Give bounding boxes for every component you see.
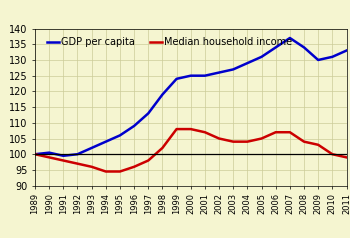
Median household income <box>75 162 79 165</box>
GDP per capita <box>90 147 94 149</box>
Median household income <box>90 165 94 168</box>
GDP per capita <box>175 77 179 80</box>
Median household income <box>245 140 250 143</box>
Median household income <box>231 140 235 143</box>
Median household income <box>203 131 207 134</box>
GDP per capita <box>288 37 292 40</box>
GDP per capita <box>259 55 264 58</box>
GDP per capita <box>231 68 235 71</box>
GDP per capita <box>316 59 320 61</box>
GDP per capita <box>104 140 108 143</box>
GDP per capita <box>118 134 122 137</box>
GDP per capita <box>33 153 37 156</box>
Median household income <box>175 128 179 130</box>
GDP per capita <box>302 46 306 49</box>
Line: GDP per capita: GDP per capita <box>35 38 346 156</box>
Median household income <box>61 159 65 162</box>
GDP per capita <box>203 74 207 77</box>
Median household income <box>330 153 335 156</box>
Median household income <box>217 137 221 140</box>
Median household income <box>274 131 278 134</box>
Median household income <box>344 156 349 159</box>
GDP per capita <box>217 71 221 74</box>
Median household income <box>146 159 150 162</box>
GDP per capita <box>344 49 349 52</box>
GDP per capita <box>274 46 278 49</box>
Legend: GDP per capita, Median household income: GDP per capita, Median household income <box>43 33 296 51</box>
Median household income <box>259 137 264 140</box>
GDP per capita <box>189 74 193 77</box>
GDP per capita <box>47 151 51 154</box>
GDP per capita <box>146 112 150 115</box>
Median household income <box>47 156 51 159</box>
Median household income <box>118 170 122 173</box>
GDP per capita <box>75 153 79 156</box>
GDP per capita <box>61 154 65 157</box>
GDP per capita <box>245 62 250 64</box>
Median household income <box>33 153 37 156</box>
Median household income <box>288 131 292 134</box>
Median household income <box>189 128 193 130</box>
Median household income <box>104 170 108 173</box>
Median household income <box>316 143 320 146</box>
Line: Median household income: Median household income <box>35 129 346 172</box>
GDP per capita <box>160 93 164 96</box>
Median household income <box>302 140 306 143</box>
GDP per capita <box>330 55 335 58</box>
Median household income <box>160 147 164 149</box>
GDP per capita <box>132 124 136 127</box>
Median household income <box>132 165 136 168</box>
